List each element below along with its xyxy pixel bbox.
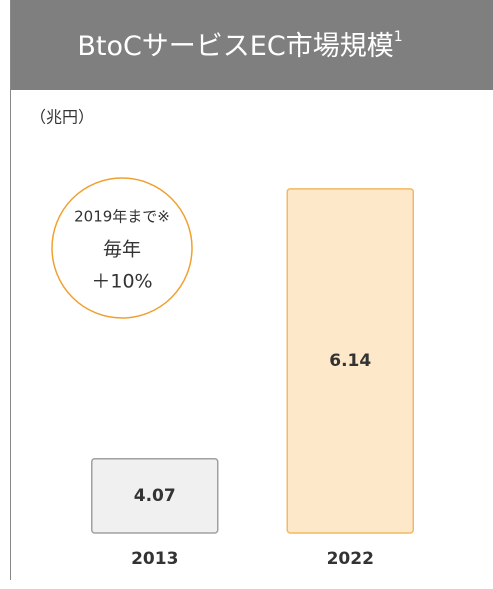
annotation-text: 2019年まで※ — [74, 208, 170, 226]
title-text: BtoCサービスEC市場規模 — [77, 31, 393, 62]
title-footnote: 1 — [394, 29, 403, 45]
annotation-text: ＋10% — [91, 271, 152, 293]
value-label: 4.07 — [134, 486, 176, 506]
chart-title: BtoCサービスEC市場規模1 — [77, 29, 402, 62]
annotation-text: 毎年 — [103, 239, 141, 261]
x-tick-label: 2013 — [131, 549, 178, 569]
header-band — [10, 0, 493, 90]
x-tick-label: 2022 — [327, 549, 374, 569]
bar — [91, 457, 219, 534]
value-label: 6.14 — [329, 351, 371, 371]
bar — [286, 188, 414, 534]
annotation-circle — [51, 177, 193, 319]
y-unit-label: （兆円） — [30, 108, 94, 127]
